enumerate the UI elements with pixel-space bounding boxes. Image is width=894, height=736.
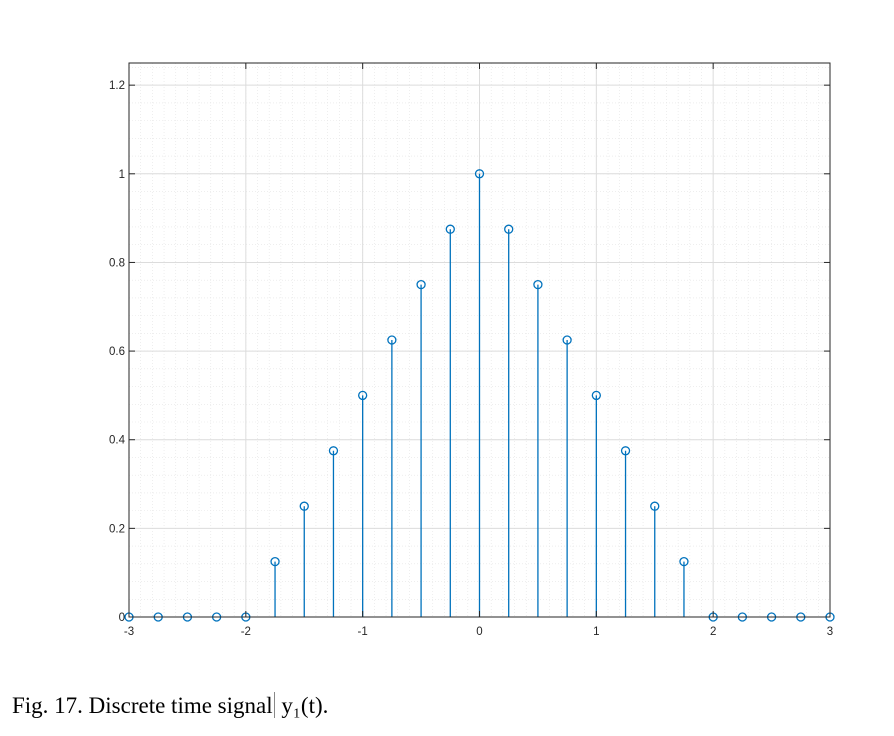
stem-marker bbox=[620, 446, 631, 456]
y-tick-label: 1 bbox=[119, 169, 125, 181]
stem-marker bbox=[474, 169, 485, 179]
x-tick-label: -1 bbox=[358, 626, 368, 638]
stem-marker bbox=[358, 390, 368, 401]
stem-marker bbox=[533, 279, 543, 290]
y-tick-label: 0 bbox=[119, 612, 125, 624]
stem-marker bbox=[270, 556, 280, 567]
stem-marker bbox=[650, 501, 660, 511]
x-tick-label: -3 bbox=[124, 626, 134, 638]
stem-marker bbox=[416, 279, 426, 290]
stem-marker bbox=[299, 501, 309, 511]
y-tick-label: 0.6 bbox=[109, 346, 125, 358]
tick-labels: -3 -2 -1 0 1 2 3 0 0.2 0.4 0.6 0.8 1 1.2 bbox=[109, 80, 833, 638]
x-tick-label: 0 bbox=[476, 626, 482, 638]
y-tick-label: 1.2 bbox=[109, 80, 125, 92]
x-tick-label: 2 bbox=[710, 626, 716, 638]
y-tick-label: 0.8 bbox=[109, 257, 125, 269]
y-tick-label: 0.2 bbox=[109, 523, 125, 535]
caption-text-end: y₁(t). bbox=[275, 693, 329, 718]
x-tick-label: 1 bbox=[593, 626, 599, 638]
x-tick-label: -2 bbox=[241, 626, 251, 638]
axes bbox=[128, 62, 831, 618]
stems bbox=[124, 169, 835, 622]
figure-caption: Fig. 17. Discrete time signal y₁(t). bbox=[12, 692, 328, 719]
text-cursor bbox=[273, 692, 275, 718]
caption-text: Fig. 17. Discrete time signal bbox=[12, 693, 273, 718]
y-tick-label: 0.4 bbox=[109, 435, 126, 447]
stem-marker bbox=[504, 224, 514, 234]
stem-marker bbox=[328, 446, 339, 456]
stem-marker bbox=[591, 390, 601, 401]
x-tick-label: 3 bbox=[827, 626, 833, 638]
stem-marker bbox=[679, 556, 689, 567]
stem-marker bbox=[387, 335, 397, 345]
stem-marker bbox=[445, 224, 455, 234]
stem-marker bbox=[562, 335, 572, 345]
